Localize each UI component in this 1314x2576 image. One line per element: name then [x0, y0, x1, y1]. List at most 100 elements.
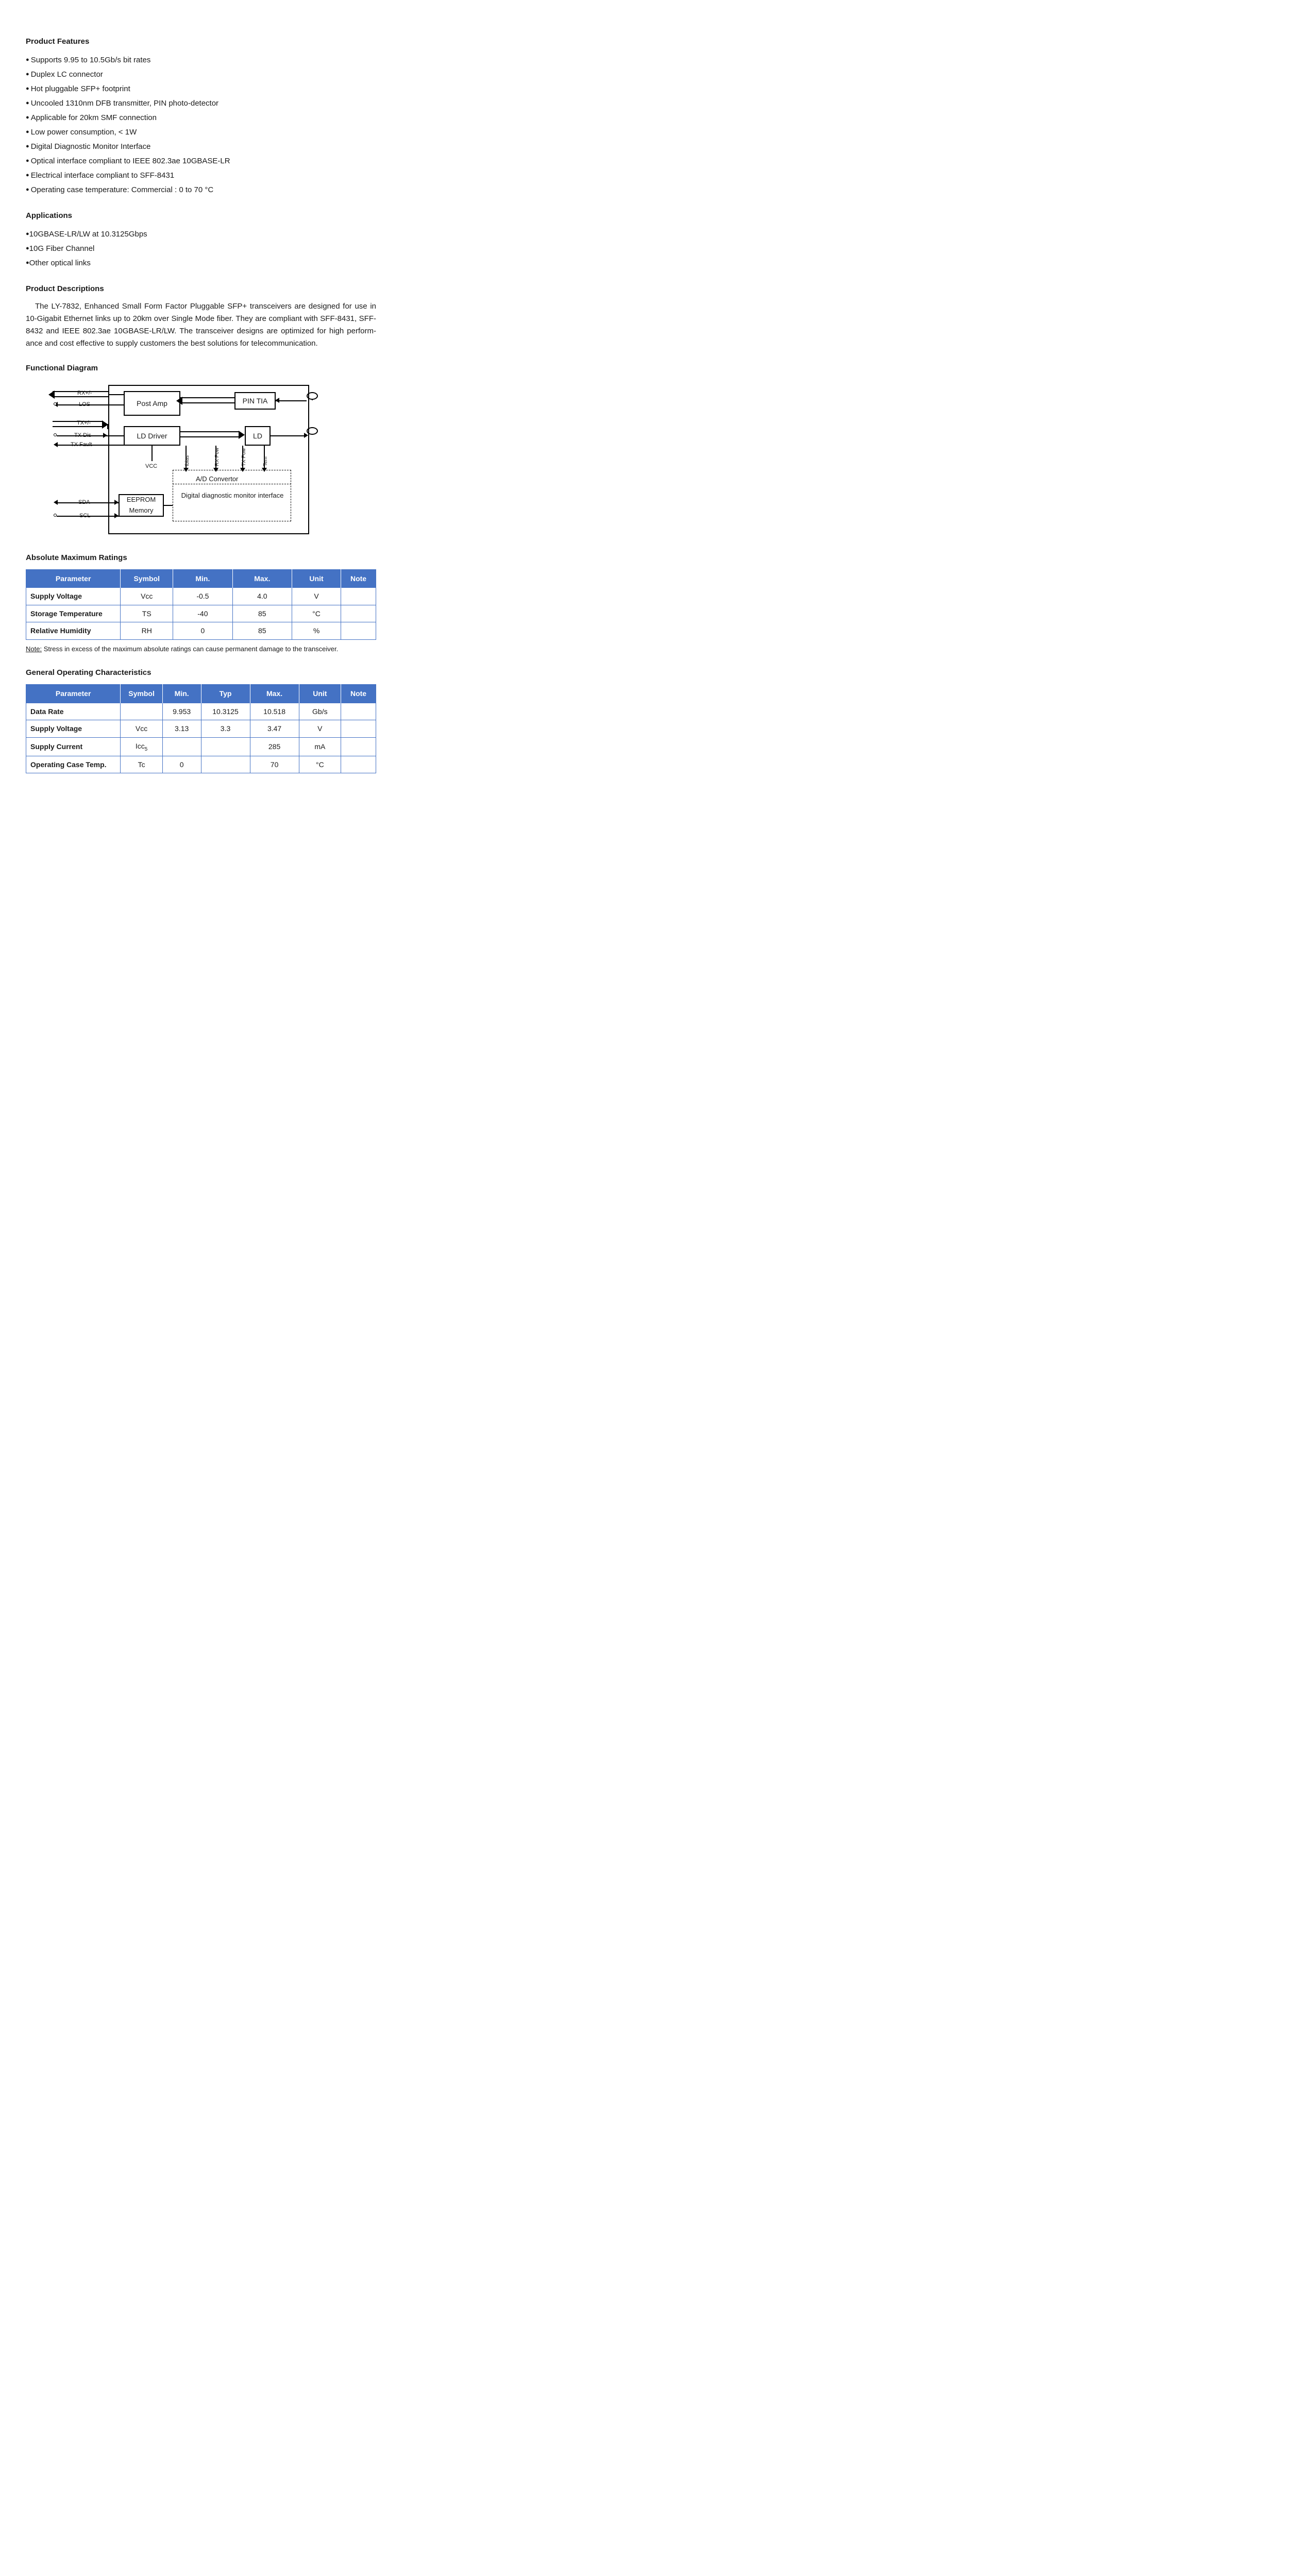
th: Symbol	[121, 570, 173, 588]
table-cell	[341, 756, 376, 773]
table-cell: Data Rate	[26, 703, 121, 720]
descriptions-heading: Product Descriptions	[26, 283, 376, 295]
table-cell	[341, 622, 376, 639]
block-post-amp: Post Amp	[124, 391, 180, 416]
feature-item: Applicable for 20km SMF connection	[26, 111, 376, 125]
th: Typ	[201, 685, 250, 703]
table-row: Supply VoltageVcc-0.54.0V	[26, 588, 376, 605]
th: Symbol	[121, 685, 162, 703]
vlabel-txpow: TX Pow	[240, 448, 248, 466]
diagram-heading: Functional Diagram	[26, 362, 376, 375]
block-ld: LD	[245, 426, 271, 446]
feature-item: Operating case temperature: Commercial :…	[26, 183, 376, 197]
table-row: Data Rate9.95310.312510.518Gb/s	[26, 703, 376, 720]
table-cell: Operating Case Temp.	[26, 756, 121, 773]
table-cell: °C	[299, 756, 341, 773]
table-cell: Supply Voltage	[26, 588, 121, 605]
table-cell: 3.13	[162, 720, 201, 737]
feature-item: Low power consumption, < 1W	[26, 125, 376, 140]
table-cell: Supply Voltage	[26, 720, 121, 737]
table-cell	[341, 605, 376, 622]
feature-item: Supports 9.95 to 10.5Gb/s bit rates	[26, 53, 376, 67]
feature-item: Duplex LC connector	[26, 67, 376, 82]
th: Unit	[299, 685, 341, 703]
table-cell: 10.3125	[201, 703, 250, 720]
feature-item: Digital Diagnostic Monitor Interface	[26, 140, 376, 154]
table-cell: 9.953	[162, 703, 201, 720]
applications-heading: Applications	[26, 210, 376, 222]
amr-body: Supply VoltageVcc-0.54.0VStorage Tempera…	[26, 588, 376, 639]
table-cell: 3.47	[250, 720, 299, 737]
feature-item: Electrical interface compliant to SFF-84…	[26, 168, 376, 183]
th: Parameter	[26, 685, 121, 703]
vlabel-tem: Tem	[262, 456, 270, 466]
vlabel-rxpow: RX Pow	[213, 448, 222, 466]
th: Unit	[292, 570, 341, 588]
table-cell: 85	[232, 605, 292, 622]
vlabel-ibias: Ibias	[183, 455, 192, 466]
table-cell: -0.5	[173, 588, 232, 605]
block-pin-tia: PIN TIA	[234, 392, 276, 410]
table-cell: Icc5	[121, 737, 162, 756]
table-cell: V	[299, 720, 341, 737]
application-item: Other optical links	[26, 256, 376, 270]
table-cell: 0	[162, 756, 201, 773]
feature-item: Optical interface compliant to IEEE 802.…	[26, 154, 376, 168]
applications-list: 10GBASE-LR/LW at 10.3125Gbps 10G Fiber C…	[26, 227, 376, 270]
block-ad: A/D Convertor	[196, 474, 238, 485]
table-cell: Relative Humidity	[26, 622, 121, 639]
th: Min.	[173, 570, 232, 588]
features-list: Supports 9.95 to 10.5Gb/s bit rates Dupl…	[26, 53, 376, 197]
table-cell: 3.3	[201, 720, 250, 737]
functional-diagram: Post Amp PIN TIA LD Driver LD EEPROM Mem…	[26, 380, 314, 539]
table-cell	[121, 703, 162, 720]
features-heading: Product Features	[26, 36, 376, 48]
table-cell: Vcc	[121, 588, 173, 605]
table-cell	[341, 703, 376, 720]
table-cell: -40	[173, 605, 232, 622]
table-cell: Storage Temperature	[26, 605, 121, 622]
table-cell: TS	[121, 605, 173, 622]
table-row: Relative HumidityRH085%	[26, 622, 376, 639]
table-cell: 10.518	[250, 703, 299, 720]
table-cell: 4.0	[232, 588, 292, 605]
table-cell	[201, 737, 250, 756]
block-eeprom: EEPROM Memory	[119, 494, 164, 517]
table-cell: 85	[232, 622, 292, 639]
table-cell: Tc	[121, 756, 162, 773]
block-ld-driver: LD Driver	[124, 426, 180, 446]
amr-note: Note: Stress in excess of the maximum ab…	[26, 644, 376, 655]
amr-table: Parameter Symbol Min. Max. Unit Note Sup…	[26, 569, 376, 640]
th: Note	[341, 685, 376, 703]
application-item: 10G Fiber Channel	[26, 242, 376, 256]
application-item: 10GBASE-LR/LW at 10.3125Gbps	[26, 227, 376, 242]
table-row: Supply VoltageVcc3.133.33.47V	[26, 720, 376, 737]
amr-heading: Absolute Maximum Ratings	[26, 552, 376, 564]
note-text: Stress in excess of the maximum absolute…	[42, 645, 338, 653]
table-cell	[162, 737, 201, 756]
table-row: Supply CurrentIcc5285mA	[26, 737, 376, 756]
th: Parameter	[26, 570, 121, 588]
th: Max.	[250, 685, 299, 703]
table-cell	[341, 588, 376, 605]
table-cell: Supply Current	[26, 737, 121, 756]
table-cell: Vcc	[121, 720, 162, 737]
table-cell: %	[292, 622, 341, 639]
table-cell	[201, 756, 250, 773]
goc-body: Data Rate9.95310.312510.518Gb/sSupply Vo…	[26, 703, 376, 773]
th: Min.	[162, 685, 201, 703]
vcc-label: VCC	[145, 462, 157, 471]
table-cell: 285	[250, 737, 299, 756]
feature-item: Hot pluggable SFP+ footprint	[26, 82, 376, 96]
table-cell	[341, 720, 376, 737]
table-cell: RH	[121, 622, 173, 639]
description-text: The LY-7832, Enhanced Small Form Factor …	[26, 300, 376, 350]
table-cell	[341, 737, 376, 756]
table-row: Operating Case Temp.Tc0 70°C	[26, 756, 376, 773]
feature-item: Uncooled 1310nm DFB transmitter, PIN pho…	[26, 96, 376, 111]
goc-heading: General Operating Characteristics	[26, 667, 376, 679]
table-cell: 70	[250, 756, 299, 773]
note-label: Note:	[26, 645, 42, 653]
th: Max.	[232, 570, 292, 588]
block-ddm: Digital diagnostic monitor interface	[178, 490, 287, 501]
